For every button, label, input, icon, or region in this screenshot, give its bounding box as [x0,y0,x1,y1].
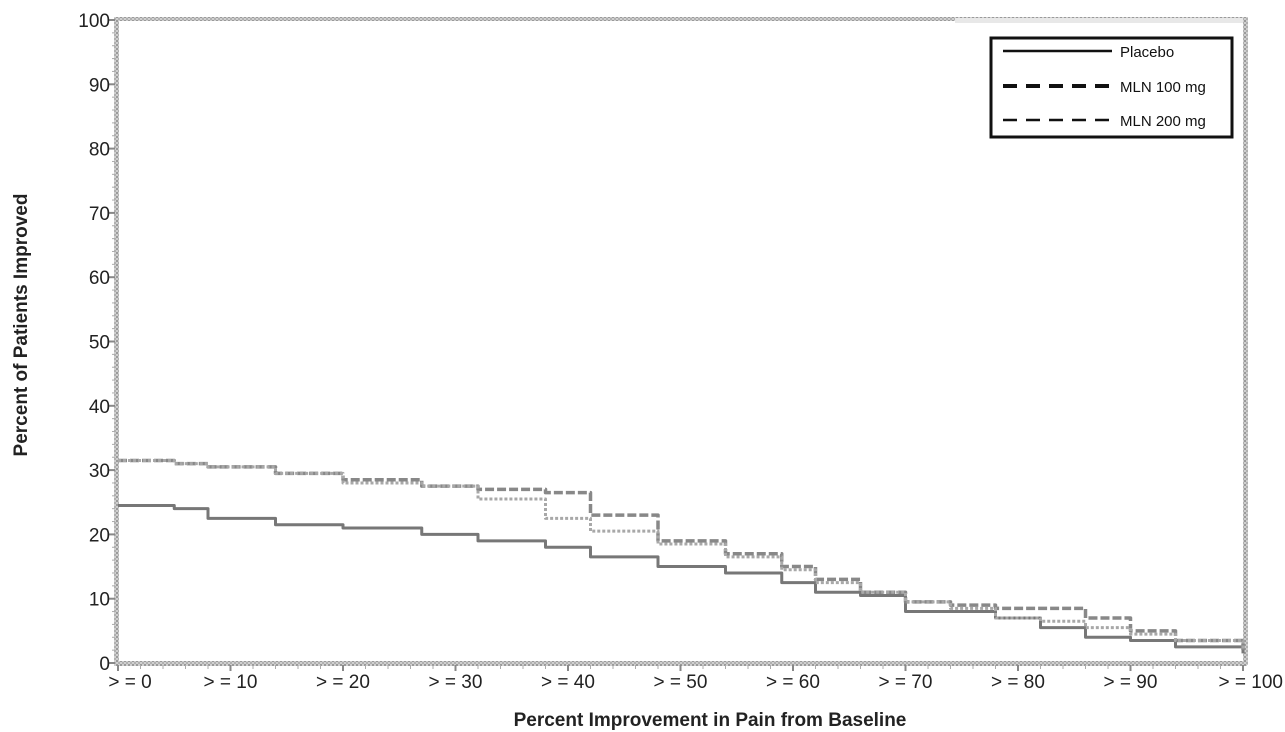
y-tick-label: 80 [89,140,110,161]
y-tick-label: 90 [89,75,110,96]
legend-label-placebo: Placebo [1120,44,1174,61]
y-tick-label: 70 [89,204,110,225]
y-tick-label: 20 [89,525,110,546]
y-tick-label: 100 [78,11,110,32]
series-line-placebo [118,503,1245,654]
y-tick-label: 60 [89,268,110,289]
x-tick-label: > = 70 [879,672,933,693]
x-axis-title: Percent Improvement in Pain from Baselin… [514,710,907,731]
y-tick-label: 10 [89,590,110,611]
right-border [1243,20,1248,665]
x-axis: > = 0 > = 10 > = 20 > = 30 > = 40 > = 50 > = 6… [108,665,1283,693]
series-line-mln-200-mg [118,458,1245,651]
y-tick-label: 50 [89,333,110,354]
legend: Placebo MLN 100 mg MLN 200 mg [989,36,1234,139]
bottom-axis-border [114,661,1247,666]
legend-label-mln-100: MLN 100 mg [1120,79,1206,96]
top-border [114,17,1248,21]
series-layer [118,458,1245,654]
y-tick-label: 30 [89,461,110,482]
x-tick-label: > = 20 [316,672,370,693]
x-tick-label: > = 40 [541,672,595,693]
x-tick-label: > = 100 [1219,672,1283,693]
y-tick-label: 40 [89,397,110,418]
series-line-mln-100-mg [118,458,1245,651]
top-border-highlight [955,18,1243,23]
x-tick-label: > = 90 [1104,672,1158,693]
y-tick-label: 0 [99,654,110,675]
y-axis: 0 10 20 30 40 50 60 70 80 90 100 [78,11,115,675]
x-tick-label: > = 60 [766,672,820,693]
x-tick-label: > = 30 [429,672,483,693]
legend-label-mln-200: MLN 200 mg [1120,113,1206,130]
x-tick-label: > = 10 [204,672,258,693]
y-axis-title: Percent of Patients Improved [11,194,32,457]
x-tick-label: > = 50 [654,672,708,693]
x-tick-label: > = 0 [108,672,151,693]
left-axis-border [114,20,119,665]
x-tick-label: > = 80 [991,672,1045,693]
